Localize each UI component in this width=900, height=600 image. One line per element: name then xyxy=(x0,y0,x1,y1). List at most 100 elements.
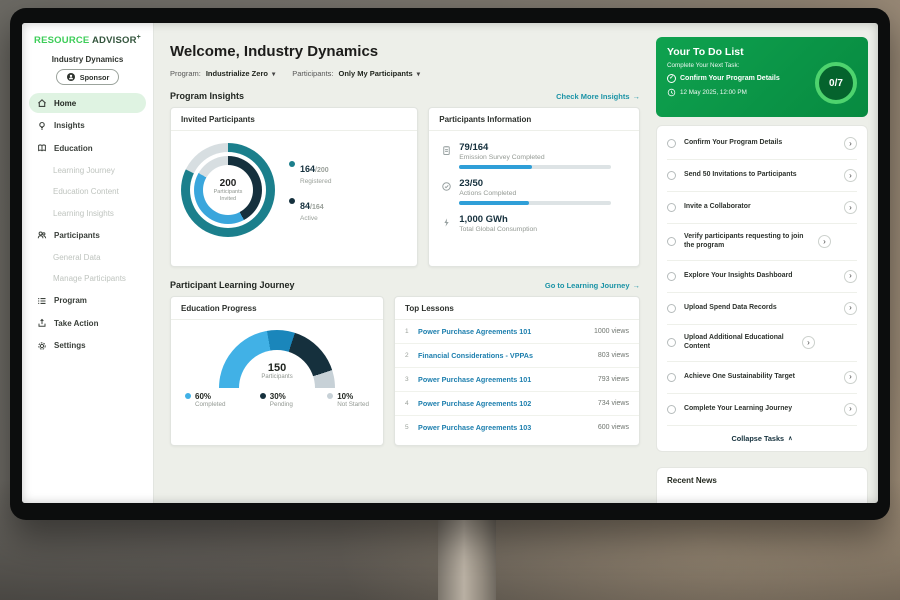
task-chevron-button[interactable]: › xyxy=(818,235,831,249)
legend-dot xyxy=(289,160,295,167)
sidebar-item-education-content[interactable]: Education Content xyxy=(53,187,119,197)
sidebar-item-program[interactable]: Program xyxy=(29,291,146,311)
task-chevron-button[interactable]: › xyxy=(844,402,857,416)
sidebar-item-home[interactable]: Home xyxy=(29,93,146,114)
task-row[interactable]: Upload Spend Data Records › xyxy=(667,293,857,325)
take-action-icon xyxy=(37,318,47,328)
task-chevron-button[interactable]: › xyxy=(802,336,815,350)
todo-summary-card: Your To Do List Complete Your Next Task:… xyxy=(656,37,868,117)
legend-registered: 164/200 Registered xyxy=(289,159,331,185)
sponsor-badge[interactable]: Sponsor xyxy=(55,69,120,86)
task-chevron-button[interactable]: › xyxy=(844,137,857,150)
todo-tasks-card: Confirm Your Program Details › Send 50 I… xyxy=(656,125,868,452)
lesson-row: 4 Power Purchase Agreements 102 734 view… xyxy=(395,392,639,416)
sidebar-item-insights[interactable]: Insights xyxy=(29,116,146,136)
sidebar-item-participants[interactable]: Participants xyxy=(29,225,146,245)
org-name: Industry Dynamics xyxy=(51,55,124,65)
next-task-due: 12 May 2025, 12:00 PM xyxy=(667,88,857,97)
gauge-legend: 60% Completed 30% Pending xyxy=(171,380,383,408)
task-row[interactable]: Achieve One Sustainability Target › xyxy=(667,362,857,394)
stat-emission-survey: 79/164 Emission Survey Completed xyxy=(441,142,627,169)
task-checkbox[interactable] xyxy=(667,203,676,212)
sidebar-item-general-data[interactable]: General Data xyxy=(53,252,101,262)
task-checkbox[interactable] xyxy=(667,271,676,281)
stat-actions-completed: 23/50 Actions Completed xyxy=(441,178,627,205)
check-circle-icon: ✓ xyxy=(667,74,676,83)
task-checkbox[interactable] xyxy=(667,404,676,414)
learning-journey-title: Participant Learning Journey xyxy=(170,280,295,290)
invited-participants-card: Invited Participants 200 Participants In… xyxy=(170,107,419,267)
task-checkbox[interactable] xyxy=(667,237,676,247)
sidebar: RESOURCE ADVISOR+ Industry Dynamics Spon… xyxy=(22,23,154,503)
gear-icon xyxy=(37,341,47,351)
program-label: Program: xyxy=(170,69,201,78)
lesson-row: 2 Financial Considerations - VPPAs 803 v… xyxy=(395,344,639,368)
task-chevron-button[interactable]: › xyxy=(844,370,857,384)
task-checkbox[interactable] xyxy=(667,303,676,313)
legend-dot xyxy=(185,393,191,399)
task-chevron-button[interactable]: › xyxy=(844,169,857,182)
task-chevron-button[interactable]: › xyxy=(844,201,857,214)
consumption-bolt-icon xyxy=(441,215,452,227)
lesson-row: 5 Power Purchase Agreements 103 600 view… xyxy=(405,423,629,432)
legend-completed: 60% Completed xyxy=(185,392,225,408)
donut-legend: 164/200 Registered 84/164 Active xyxy=(289,159,331,222)
sidebar-item-education[interactable]: Education xyxy=(29,138,146,158)
task-row[interactable]: Upload Additional Educational Content › xyxy=(667,325,857,362)
legend-dot xyxy=(289,197,295,204)
chevron-down-icon: ▾ xyxy=(271,70,276,78)
legend-pending: 30% Pending xyxy=(259,392,293,408)
todo-panel: Your To Do List Complete Your Next Task:… xyxy=(652,23,878,503)
sidebar-item-learning-insights[interactable]: Learning Insights xyxy=(53,208,114,218)
task-row[interactable]: Explore Your Insights Dashboard › xyxy=(667,261,857,293)
actions-progress-bar xyxy=(459,201,612,205)
sidebar-item-settings[interactable]: Settings xyxy=(29,336,146,356)
arrow-right-icon: → xyxy=(632,91,641,101)
participants-information-card: Participants Information 79/164 Emission… xyxy=(428,107,640,267)
lesson-link[interactable]: Power Purchase Agreements 101 xyxy=(418,327,532,336)
invited-participants-donut-chart: 200 Participants Invited xyxy=(181,143,275,237)
lesson-link[interactable]: Power Purchase Agreements 102 xyxy=(418,399,532,408)
task-row[interactable]: Invite a Collaborator › xyxy=(667,192,857,224)
legend-dot xyxy=(327,393,334,399)
task-checkbox[interactable] xyxy=(667,139,676,148)
app-logo: RESOURCE ADVISOR+ xyxy=(34,34,141,47)
task-row[interactable]: Complete Your Learning Journey › xyxy=(667,394,857,426)
participants-select[interactable]: Only My Participants ▾ xyxy=(338,69,420,78)
task-row[interactable]: Confirm Your Program Details › xyxy=(667,128,857,160)
sidebar-item-learning-journey[interactable]: Learning Journey xyxy=(53,165,115,175)
lesson-link[interactable]: Power Purchase Agreements 103 xyxy=(418,423,532,432)
next-task: ✓ Confirm Your Program Details xyxy=(667,74,857,83)
participants-label: Participants: xyxy=(292,69,334,78)
task-chevron-button[interactable]: › xyxy=(844,301,857,315)
lesson-row: 1 Power Purchase Agreements 101 1000 vie… xyxy=(395,320,639,344)
stat-global-consumption: 1,000 GWh Total Global Consumption xyxy=(441,214,627,233)
emission-survey-progress-bar xyxy=(459,165,612,169)
sidebar-item-take-action[interactable]: Take Action xyxy=(29,313,146,333)
task-row[interactable]: Verify participants requesting to join t… xyxy=(667,224,857,261)
education-icon xyxy=(37,143,47,153)
program-select[interactable]: Industrialize Zero ▾ xyxy=(205,69,276,78)
lesson-link[interactable]: Financial Considerations - VPPAs xyxy=(418,351,533,360)
todo-progress-ring: 0/7 xyxy=(815,62,857,104)
filter-bar: Program: Industrialize Zero ▾ Participan… xyxy=(170,69,640,78)
check-more-insights-link[interactable]: Check More Insights → xyxy=(556,91,641,101)
actions-check-icon xyxy=(441,179,452,191)
task-checkbox[interactable] xyxy=(667,338,676,348)
collapse-tasks-link[interactable]: Collapse Tasks ∧ xyxy=(731,433,793,443)
page-title: Welcome, Industry Dynamics xyxy=(170,43,379,60)
program-list-icon xyxy=(37,296,47,306)
gauge-center-label: 150 Participants xyxy=(261,362,293,380)
task-chevron-button[interactable]: › xyxy=(844,269,857,283)
legend-dot xyxy=(259,393,266,399)
task-checkbox[interactable] xyxy=(667,372,676,382)
recent-news-card: Recent News xyxy=(656,467,868,503)
task-checkbox[interactable] xyxy=(667,171,676,180)
sidebar-item-manage-participants[interactable]: Manage Participants xyxy=(53,274,126,284)
home-icon xyxy=(37,98,47,108)
go-to-learning-journey-link[interactable]: Go to Learning Journey → xyxy=(544,280,640,290)
lesson-link[interactable]: Power Purchase Agreements 101 xyxy=(418,375,532,384)
chevron-down-icon: ▾ xyxy=(416,70,420,78)
task-row[interactable]: Send 50 Invitations to Participants › xyxy=(667,160,857,192)
